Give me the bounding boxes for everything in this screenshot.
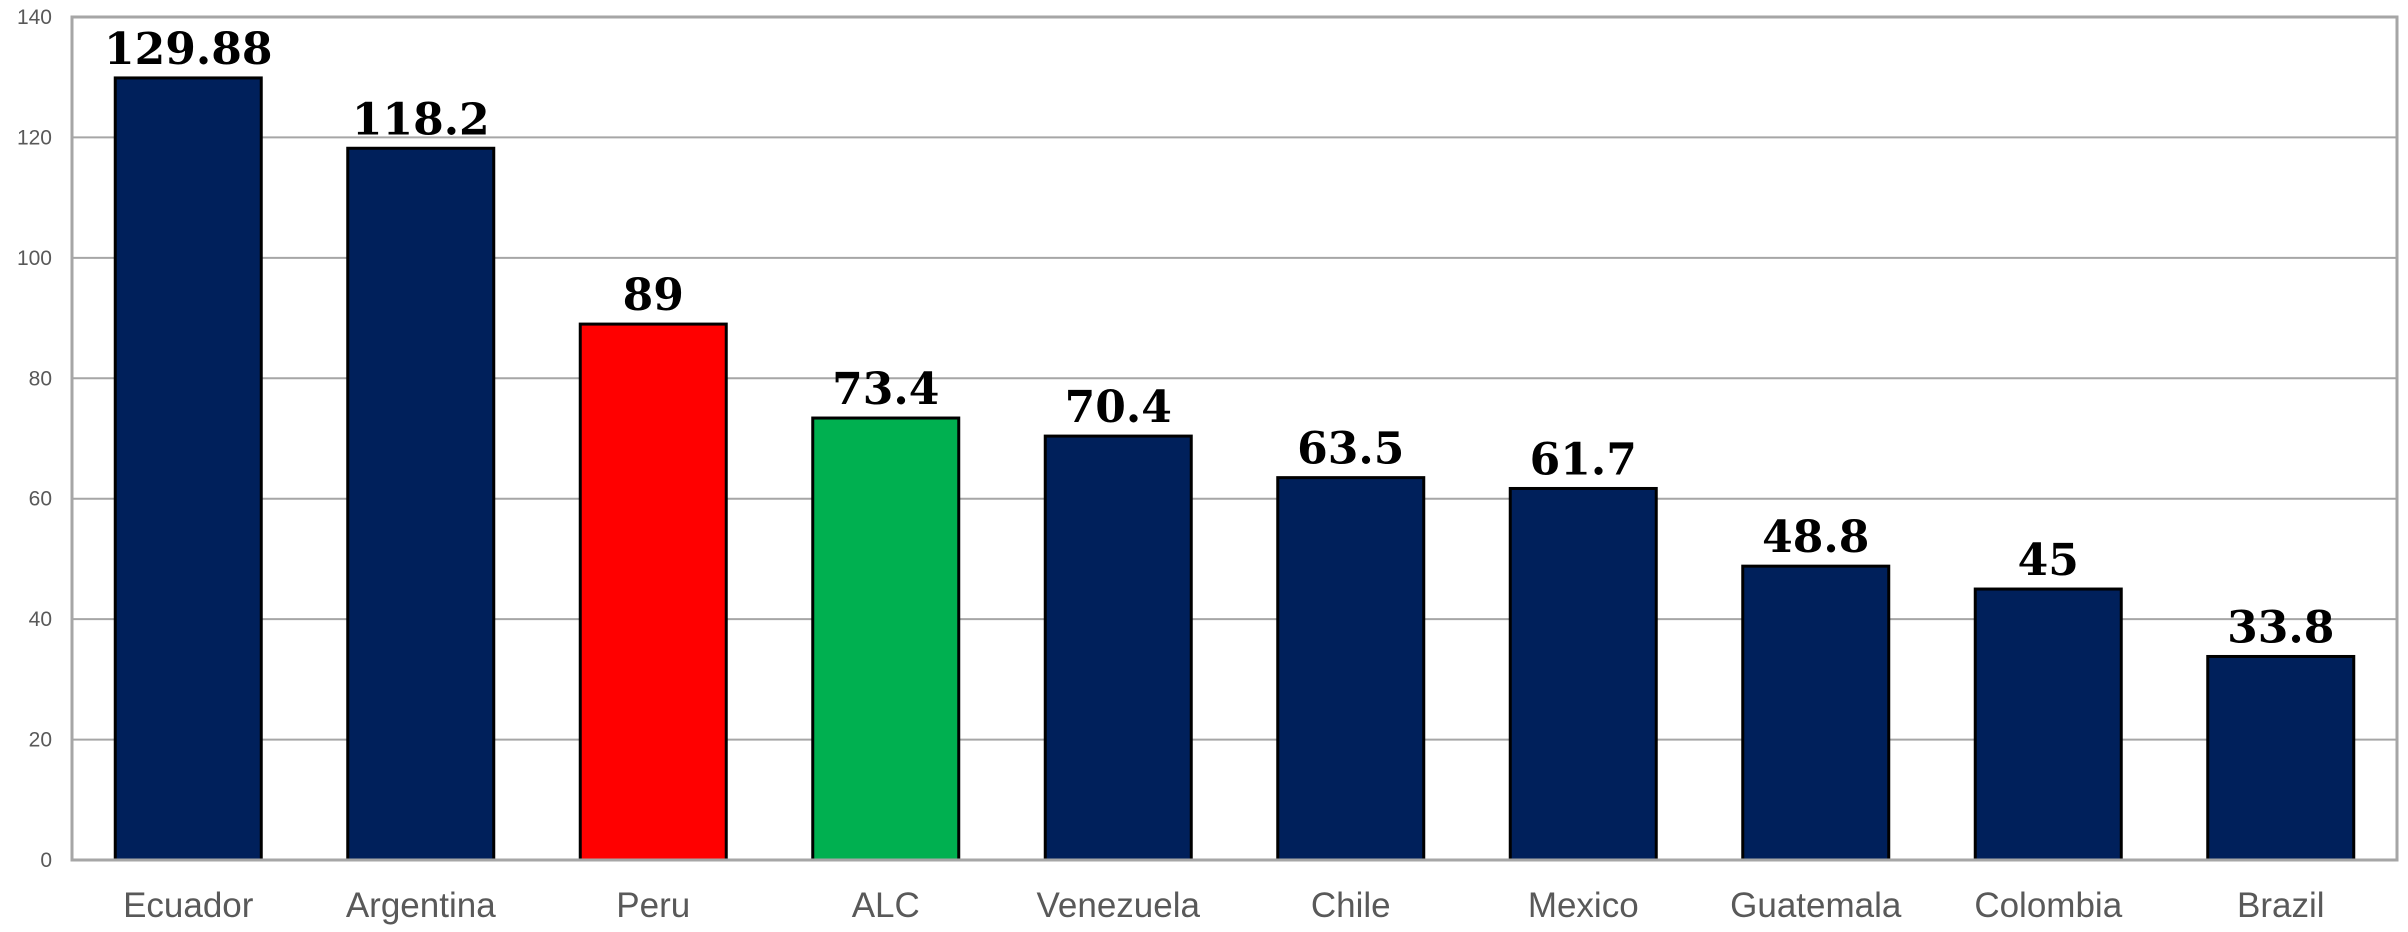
y-tick-label: 0 [40, 849, 52, 872]
bar-ecuador [113, 76, 263, 862]
plot-border [70, 15, 2399, 862]
bar-argentina [346, 146, 496, 862]
category-label-guatemala: Guatemala [1730, 886, 1902, 925]
data-labels: 129.88 118.2 89 73.4 70.4 63.5 61.7 48.8 45 33.8 [104, 24, 2334, 654]
data-label-mexico: 61.7 [1530, 434, 1637, 485]
y-tick-label: 40 [29, 608, 52, 631]
category-label-argentina: Argentina [346, 886, 496, 925]
category-label-chile: Chile [1311, 886, 1391, 925]
bar-chile [1276, 476, 1426, 862]
y-axis-ticks: 0 20 40 60 80 100 120 140 [17, 6, 52, 872]
bars [113, 76, 2356, 862]
bar-guatemala [1741, 564, 1891, 862]
bar-colombia [1973, 587, 2123, 862]
y-tick-label: 80 [29, 367, 52, 390]
y-tick-label: 140 [17, 6, 52, 29]
y-tick-label: 60 [29, 488, 52, 511]
bar-alc [811, 416, 961, 862]
y-tick-label: 100 [17, 247, 52, 270]
category-label-alc: ALC [852, 886, 920, 925]
category-label-venezuela: Venezuela [1037, 886, 1201, 925]
y-tick-label: 120 [17, 126, 52, 149]
data-label-brazil: 33.8 [2227, 602, 2334, 653]
data-label-ecuador: 129.88 [104, 24, 272, 75]
plot-frame [70, 15, 2399, 862]
x-axis-categories: Ecuador Argentina Peru ALC Venezuela Chile Mex… [123, 886, 2324, 925]
bar-mexico [1508, 486, 1658, 862]
category-label-ecuador: Ecuador [123, 886, 254, 925]
data-label-chile: 63.5 [1297, 424, 1404, 475]
bar-venezuela [1043, 434, 1193, 862]
category-label-colombia: Colombia [1974, 886, 2122, 925]
data-label-peru: 89 [623, 270, 684, 321]
data-label-guatemala: 48.8 [1762, 512, 1869, 563]
bar-brazil [2206, 654, 2356, 862]
data-label-alc: 73.4 [832, 364, 939, 415]
data-label-colombia: 45 [2018, 535, 2079, 586]
category-label-peru: Peru [616, 886, 690, 925]
category-label-brazil: Brazil [2237, 886, 2325, 925]
bar-peru [578, 322, 728, 862]
data-label-argentina: 118.2 [352, 94, 490, 145]
category-label-mexico: Mexico [1528, 886, 1639, 925]
data-label-venezuela: 70.4 [1065, 382, 1172, 433]
y-tick-label: 20 [29, 729, 52, 752]
